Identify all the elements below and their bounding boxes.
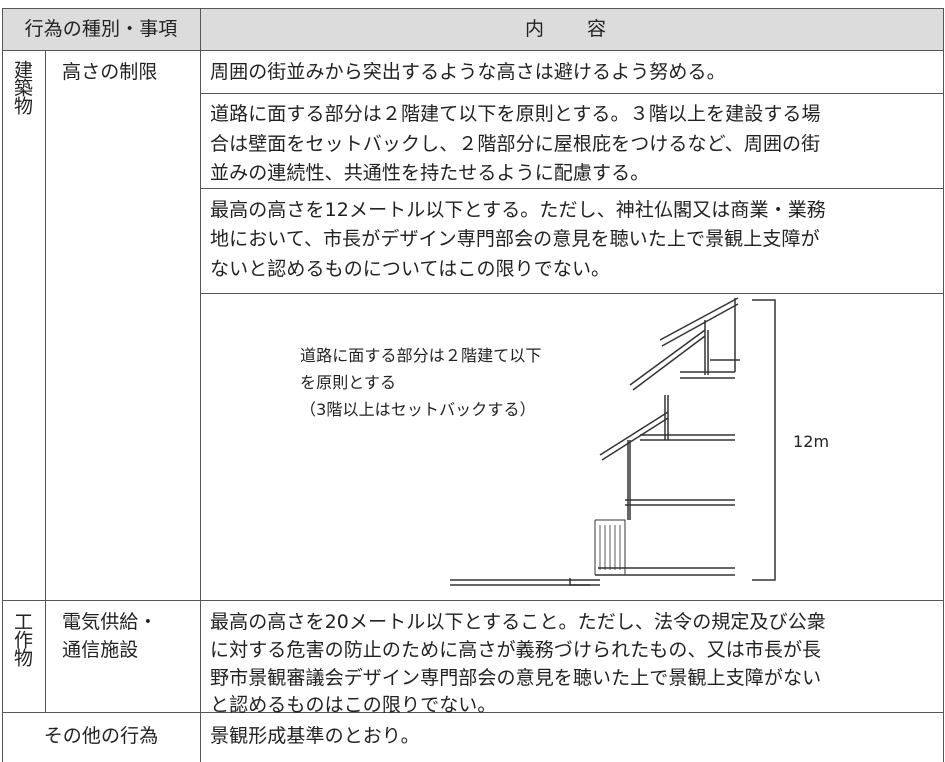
category: 工作物 [11, 612, 33, 666]
header-bg [2, 8, 943, 50]
content-line: 周囲の街並みから突出するような高さは避けるよう努める。 [210, 61, 726, 83]
content-line: 道路に面する部分は２階建て以下を原則とする。３階以上を建設する場 [210, 103, 821, 125]
diagram-note: を原則とする [300, 373, 397, 392]
diagram-note: 道路に面する部分は２階建て以下 [300, 346, 542, 365]
item: 高さの制限 [62, 61, 158, 83]
category: 建築物 [11, 60, 33, 114]
item: その他の行為 [43, 725, 159, 747]
rule [200, 188, 943, 189]
diagram-note: （3階以上はセットバックする） [300, 400, 536, 419]
height-label: 12m [793, 432, 830, 451]
content-line: 最高の高さを20メートル以下とすること。ただし、法令の規定及び公衆 [210, 611, 826, 633]
rule [2, 50, 943, 51]
content-line: 並みの連続性、共通性を持たせるように配慮する。 [210, 162, 650, 184]
content-line: 地において、市長がデザイン専門部会の意見を聴いた上で景観上支障が [210, 228, 820, 250]
rule [2, 8, 3, 762]
content-line: 最高の高さを12メートル以下とする。ただし、神社仏閣又は商業・業務 [210, 199, 826, 221]
content-line: ないと認めるものについてはこの限りでない。 [210, 258, 611, 280]
rule [200, 293, 943, 294]
content-line: と認めるものはこの限りでない。 [210, 694, 497, 716]
rule [943, 8, 944, 762]
rule [200, 8, 201, 762]
content-line: に対する危害の防止のために高さが義務づけられたもの、又は市長が長 [210, 639, 822, 661]
rule [2, 712, 943, 713]
content-line: 合は壁面をセットバックし、２階部分に屋根庇をつけるなど、周囲の街 [210, 133, 821, 155]
item: 電気供給・ [62, 611, 158, 633]
rule [45, 50, 46, 712]
content-line: 景観形成基準のとおり。 [210, 725, 420, 747]
header-cell: 行為の種別・事項 [24, 18, 178, 40]
rule [200, 93, 943, 94]
rule [2, 8, 943, 9]
header-cell: 内 容 [524, 18, 618, 40]
item: 通信施設 [62, 639, 139, 661]
rule [2, 600, 943, 601]
content-line: 野市景観審議会デザイン専門部会の意見を聴いた上で景観上支障がない [210, 667, 822, 689]
